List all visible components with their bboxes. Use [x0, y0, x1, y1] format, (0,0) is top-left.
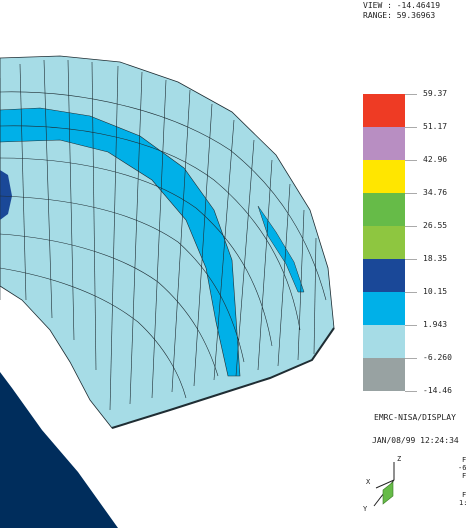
- ring-blue-band: [0, 107, 241, 377]
- ring-dark-spot: [0, 170, 12, 220]
- legend-tick: [405, 358, 417, 359]
- legend-value: 51.17: [423, 122, 448, 131]
- triad-z-label: Z: [397, 455, 402, 463]
- legend-value: 1.943: [423, 320, 448, 329]
- legend-swatch: [363, 226, 405, 259]
- legend-tick: [405, 391, 417, 392]
- legend-value: 34.76: [423, 188, 448, 197]
- legend-swatch: [363, 160, 405, 193]
- legend-value: 26.55: [423, 221, 448, 230]
- ring-bottom-edge: [111, 327, 335, 429]
- legend-swatch: [363, 292, 405, 325]
- legend-value: -6.260: [423, 353, 452, 362]
- range-readout: RANGE: 59.36963: [363, 11, 436, 20]
- mesh-radial-lines: [0, 59, 317, 411]
- legend-swatch: [363, 259, 405, 292]
- cutoff-text-2: -6: [458, 464, 467, 472]
- cutoff-text-3: F: [462, 472, 467, 480]
- legend-swatch: [363, 325, 405, 358]
- mesh-arcs: [0, 91, 327, 399]
- cutoff-text-1: F: [462, 456, 467, 464]
- legend-value: 42.96: [423, 155, 448, 164]
- legend-tick: [405, 94, 417, 95]
- legend-tick: [405, 226, 417, 227]
- axis-triad: [373, 462, 395, 507]
- legend-value: 10.15: [423, 287, 448, 296]
- color-legend: 59.37 51.17 42.96 34.76 26.55 18.35 10.15 1.943…: [363, 89, 468, 401]
- legend-tick: [405, 193, 417, 194]
- view-readout: VIEW : -14.46419: [363, 1, 441, 10]
- legend-swatch: [363, 358, 405, 391]
- legend-value: 18.35: [423, 254, 448, 263]
- legend-value: -14.46: [423, 386, 452, 395]
- legend-swatch: [363, 94, 405, 127]
- legend-tick: [405, 292, 417, 293]
- legend-tick: [405, 325, 417, 326]
- triad-y-label: Y: [363, 505, 368, 513]
- cutoff-text-4: F: [462, 491, 467, 499]
- legend-tick: [405, 160, 417, 161]
- legend-tick: [405, 127, 417, 128]
- legend-swatch: [363, 127, 405, 160]
- legend-swatch: [363, 193, 405, 226]
- triad-x-label: X: [366, 478, 371, 486]
- legend-tick: [405, 259, 417, 260]
- legend-value: 59.37: [423, 89, 448, 98]
- dark-region: [0, 372, 118, 528]
- cutoff-text-5: 1:: [459, 499, 468, 507]
- timestamp: JAN/08/99 12:24:34: [372, 436, 459, 445]
- program-label: EMRC-NISA/DISPLAY: [374, 413, 456, 422]
